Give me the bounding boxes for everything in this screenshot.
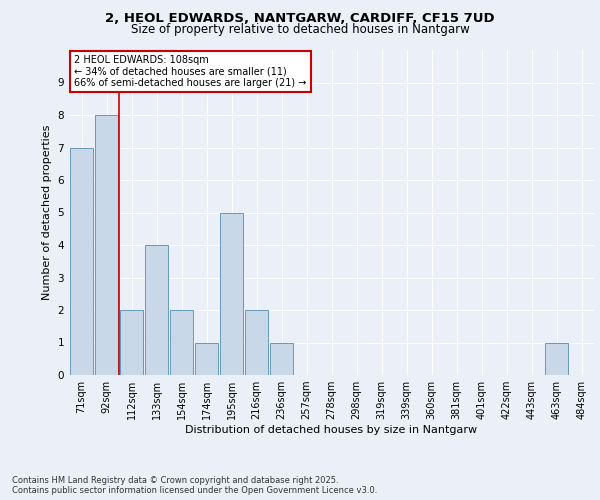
Bar xyxy=(545,342,568,375)
Text: Contains public sector information licensed under the Open Government Licence v3: Contains public sector information licen… xyxy=(12,486,377,495)
Text: Size of property relative to detached houses in Nantgarw: Size of property relative to detached ho… xyxy=(131,22,469,36)
Bar xyxy=(70,148,93,375)
Bar xyxy=(120,310,143,375)
Bar xyxy=(220,212,243,375)
Bar xyxy=(95,115,118,375)
Bar xyxy=(170,310,193,375)
Bar xyxy=(270,342,293,375)
Text: 2, HEOL EDWARDS, NANTGARW, CARDIFF, CF15 7UD: 2, HEOL EDWARDS, NANTGARW, CARDIFF, CF15… xyxy=(105,12,495,26)
Bar xyxy=(195,342,218,375)
Bar xyxy=(145,245,168,375)
X-axis label: Distribution of detached houses by size in Nantgarw: Distribution of detached houses by size … xyxy=(185,425,478,435)
Y-axis label: Number of detached properties: Number of detached properties xyxy=(42,125,52,300)
Bar xyxy=(245,310,268,375)
Text: 2 HEOL EDWARDS: 108sqm
← 34% of detached houses are smaller (11)
66% of semi-det: 2 HEOL EDWARDS: 108sqm ← 34% of detached… xyxy=(74,55,307,88)
Text: Contains HM Land Registry data © Crown copyright and database right 2025.: Contains HM Land Registry data © Crown c… xyxy=(12,476,338,485)
